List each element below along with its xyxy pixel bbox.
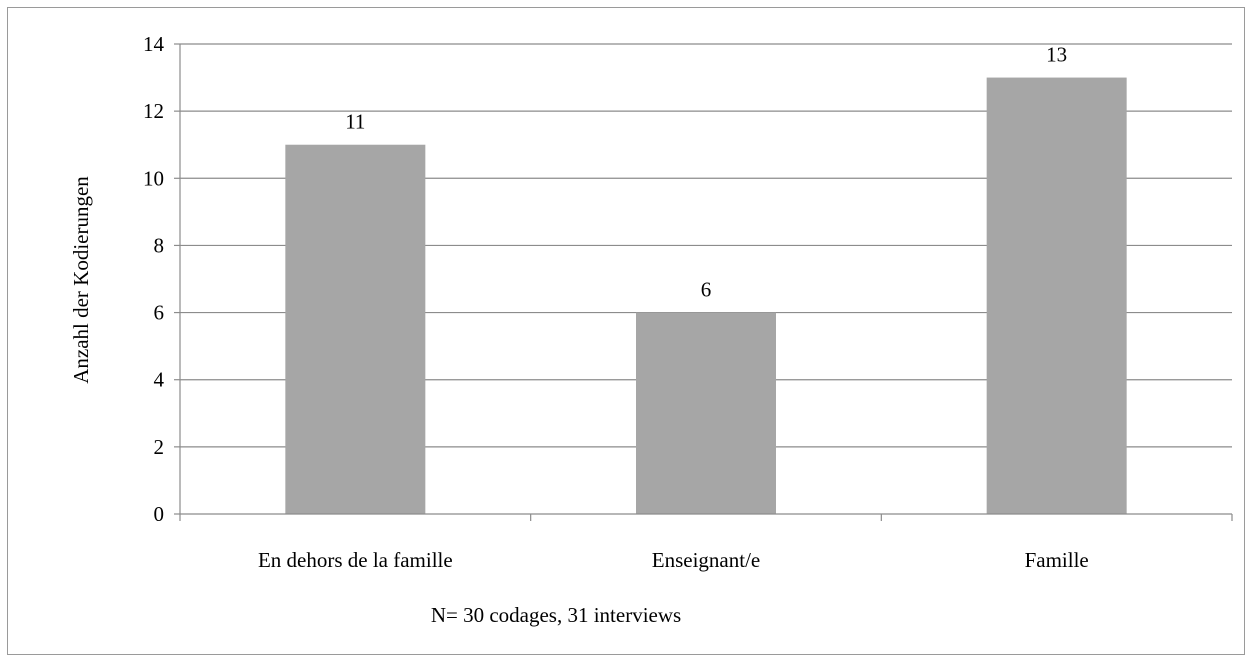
bars <box>285 77 1127 515</box>
bar <box>285 144 426 514</box>
y-tick-label: 12 <box>143 99 164 123</box>
y-tick-label: 6 <box>154 301 165 325</box>
y-tick-label: 10 <box>143 166 164 190</box>
bar <box>636 312 776 514</box>
x-category-label: Enseignant/e <box>652 548 760 572</box>
bar <box>986 77 1127 515</box>
y-tick-label: 2 <box>154 435 165 459</box>
y-axis-title: Anzahl der Kodierungen <box>69 176 93 384</box>
x-category-label: Famille <box>1025 548 1089 572</box>
axes <box>174 43 1233 521</box>
bar-value-label: 13 <box>1046 43 1067 67</box>
y-tick-label: 0 <box>154 502 165 526</box>
x-axis-note: N= 30 codages, 31 interviews <box>431 603 681 627</box>
labels: 0 2 4 6 8 10 12 14 11 En dehors de la famille 6 Ens… <box>143 32 1089 572</box>
y-tick-label: 14 <box>143 32 165 56</box>
bar-value-label: 11 <box>345 110 365 134</box>
x-category-label: En dehors de la famille <box>258 548 453 572</box>
y-tick-label: 8 <box>154 233 165 257</box>
bar-value-label: 6 <box>701 278 712 302</box>
y-tick-label: 4 <box>154 368 165 392</box>
